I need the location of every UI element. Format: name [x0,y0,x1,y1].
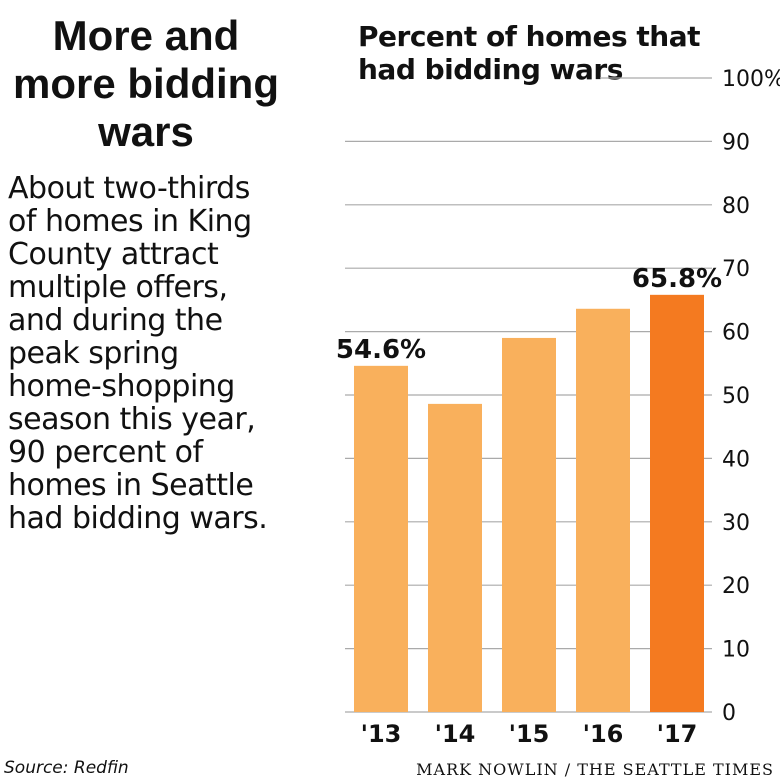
y-tick-label: 40 [722,447,750,472]
data-label: 65.8% [632,264,722,294]
bar [576,308,630,712]
x-tick-label: '16 [583,720,624,748]
y-tick-label: 50 [722,384,750,409]
x-tick-label: '17 [657,720,698,748]
y-tick-label: 10 [722,638,750,663]
y-tick-label: 90 [722,130,750,155]
labels: 0 10 20 30 40 50 60 70 80 90 100% '13 54.6% '14 '15 '16… [336,67,780,748]
x-tick-label: '13 [361,720,402,748]
credit-line: MARK NOWLIN / THE SEATTLE TIMES [416,760,774,779]
bars [354,294,704,712]
y-tick-label: 30 [722,511,750,536]
y-tick-label: 100% [722,67,780,92]
source-note: Source: Redfin [4,758,129,778]
bar [502,337,556,712]
data-label: 54.6% [336,335,426,365]
x-tick-label: '15 [509,720,550,748]
y-tick-label: 70 [722,257,750,282]
bar [650,294,704,712]
bar [354,365,408,712]
chart-title: Percent of homes that had bidding wars [358,20,701,86]
y-tick-label: 0 [722,701,736,726]
summary-text: About two-thirds of homes in King County… [8,171,268,536]
headline: More and more bidding wars [13,12,279,155]
y-tick-label: 60 [722,321,750,346]
y-tick-label: 20 [722,574,750,599]
x-tick-label: '14 [435,720,476,748]
bar [428,403,482,712]
y-tick-label: 80 [722,194,750,219]
